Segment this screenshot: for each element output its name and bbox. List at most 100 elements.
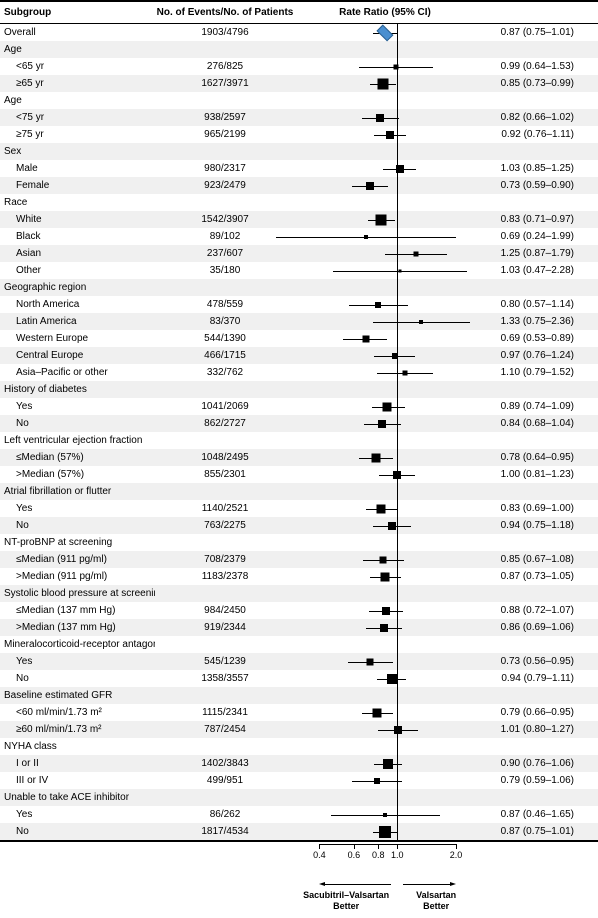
subgroup-label: Asian [0,248,155,259]
subgroup-row: ≤Median (137 mm Hg)984/24500.88 (0.72–1.… [0,602,598,619]
subgroup-label: No [0,418,155,429]
subgroup-row: ≥75 yr965/21990.92 (0.76–1.11) [0,126,598,143]
subgroup-row: >Median (137 mm Hg)919/2344 0.86 (0.69–1.… [0,619,598,636]
rate-ratio-value: 1.03 (0.85–1.25) [475,163,580,174]
events-value: 466/1715 [155,350,295,361]
rate-ratio-value: 0.83 (0.71–0.97) [475,214,580,225]
subgroup-row: ≥65 yr1627/39710.85 (0.73–0.99) [0,75,598,92]
subgroup-label: Black [0,231,155,242]
subgroup-row: III or IV499/9510.79 (0.59–1.06) [0,772,598,789]
plot-cell [295,228,475,245]
plot-cell [295,109,475,126]
subgroup-row: <60 ml/min/1.73 m²1115/23410.79 (0.66–0.… [0,704,598,721]
plot-cell [295,296,475,313]
plot-cell [295,313,475,330]
plot-cell [295,58,475,75]
subgroup-label: Female [0,180,155,191]
point-marker [379,826,391,838]
subgroup-label: Age [0,95,155,106]
subgroup-label: <75 yr [0,112,155,123]
subgroup-row: Black89/1020.69 (0.24–1.99) [0,228,598,245]
subgroup-row: No862/2727 0.84 (0.68–1.04) [0,415,598,432]
point-marker [387,674,397,684]
subgroup-label: No [0,520,155,531]
events-value: 984/2450 [155,605,295,616]
subgroup-label: Atrial fibrillation or flutter [0,486,155,497]
plot-cell [295,211,475,228]
plot-cell [295,194,475,211]
subgroup-label: Overall [0,27,155,38]
group-header-row: Left ventricular ejection fraction [0,432,598,449]
plot-cell [295,41,475,58]
events-value: 276/825 [155,61,295,72]
subgroup-row: North America478/5590.80 (0.57–1.14) [0,296,598,313]
subgroup-label: <65 yr [0,61,155,72]
plot-cell [295,126,475,143]
rate-ratio-value: 0.87 (0.46–1.65) [475,809,580,820]
subgroup-label: Latin America [0,316,155,327]
subgroup-label: White [0,214,155,225]
rate-ratio-value: 0.94 (0.75–1.18) [475,520,580,531]
tick-label: 0.4 [313,850,326,860]
events-value: 862/2727 [155,418,295,429]
tick-label: 1.0 [391,850,404,860]
subgroup-row: <75 yr938/25970.82 (0.66–1.02) [0,109,598,126]
rate-ratio-value: 0.69 (0.53–0.89) [475,333,580,344]
tick-label: 2.0 [450,850,463,860]
events-value: 1402/3843 [155,758,295,769]
point-marker [373,708,382,717]
rate-ratio-value: 0.69 (0.24–1.99) [475,231,580,242]
point-marker [396,165,404,173]
point-marker [403,370,408,375]
plot-cell [295,721,475,738]
subgroup-label: Asia–Pacific or other [0,367,155,378]
events-value: 855/2301 [155,469,295,480]
subgroup-label: Mineralocorticoid-receptor antagonist us… [0,639,155,650]
subgroup-row: Yes1140/25210.83 (0.69–1.00) [0,500,598,517]
events-value: 544/1390 [155,333,295,344]
plot-cell [295,330,475,347]
point-marker [364,235,368,239]
plot-cell [295,704,475,721]
subgroup-label: North America [0,299,155,310]
tick-label: 0.6 [348,850,361,860]
rate-ratio-value: 0.84 (0.68–1.04) [475,418,580,429]
axis-labels-area: Sacubitril–ValsartanBetterValsartanBette… [0,884,598,918]
group-header-row: Baseline estimated GFR [0,687,598,704]
plot-cell [295,602,475,619]
plot-cell [295,755,475,772]
rate-ratio-value: 0.86 (0.69–1.06) [475,622,580,633]
rate-ratio-value: 0.73 (0.59–0.90) [475,180,580,191]
subgroup-row: <65 yr276/8250.99 (0.64–1.53) [0,58,598,75]
subgroup-label: Baseline estimated GFR [0,690,155,701]
events-value: 787/2454 [155,724,295,735]
plot-cell [295,381,475,398]
group-header-row: History of diabetes [0,381,598,398]
subgroup-label: Yes [0,503,155,514]
point-marker [376,214,387,225]
group-header-row: Race [0,194,598,211]
plot-cell [295,670,475,687]
point-marker [381,572,390,581]
plot-cell [295,415,475,432]
subgroup-row: Male980/23171.03 (0.85–1.25) [0,160,598,177]
events-value: 1627/3971 [155,78,295,89]
subgroup-label: Left ventricular ejection fraction [0,435,155,446]
subgroup-row: Yes1041/20690.89 (0.74–1.09) [0,398,598,415]
subgroup-label: >Median (137 mm Hg) [0,622,155,633]
events-value: 1048/2495 [155,452,295,463]
group-header-row: Systolic blood pressure at screening [0,585,598,602]
point-marker [380,556,387,563]
events-value: 965/2199 [155,129,295,140]
events-value: 919/2344 [155,622,295,633]
plot-cell [295,568,475,585]
group-header-row: Age [0,41,598,58]
header-rate: Rate Ratio (95% CI) [295,7,475,18]
subgroup-label: Yes [0,401,155,412]
plot-cell [295,75,475,92]
rate-ratio-value: 1.03 (0.47–2.28) [475,265,580,276]
subgroup-label: <60 ml/min/1.73 m² [0,707,155,718]
plot-cell [295,806,475,823]
subgroup-label: No [0,826,155,837]
events-value: 237/607 [155,248,295,259]
